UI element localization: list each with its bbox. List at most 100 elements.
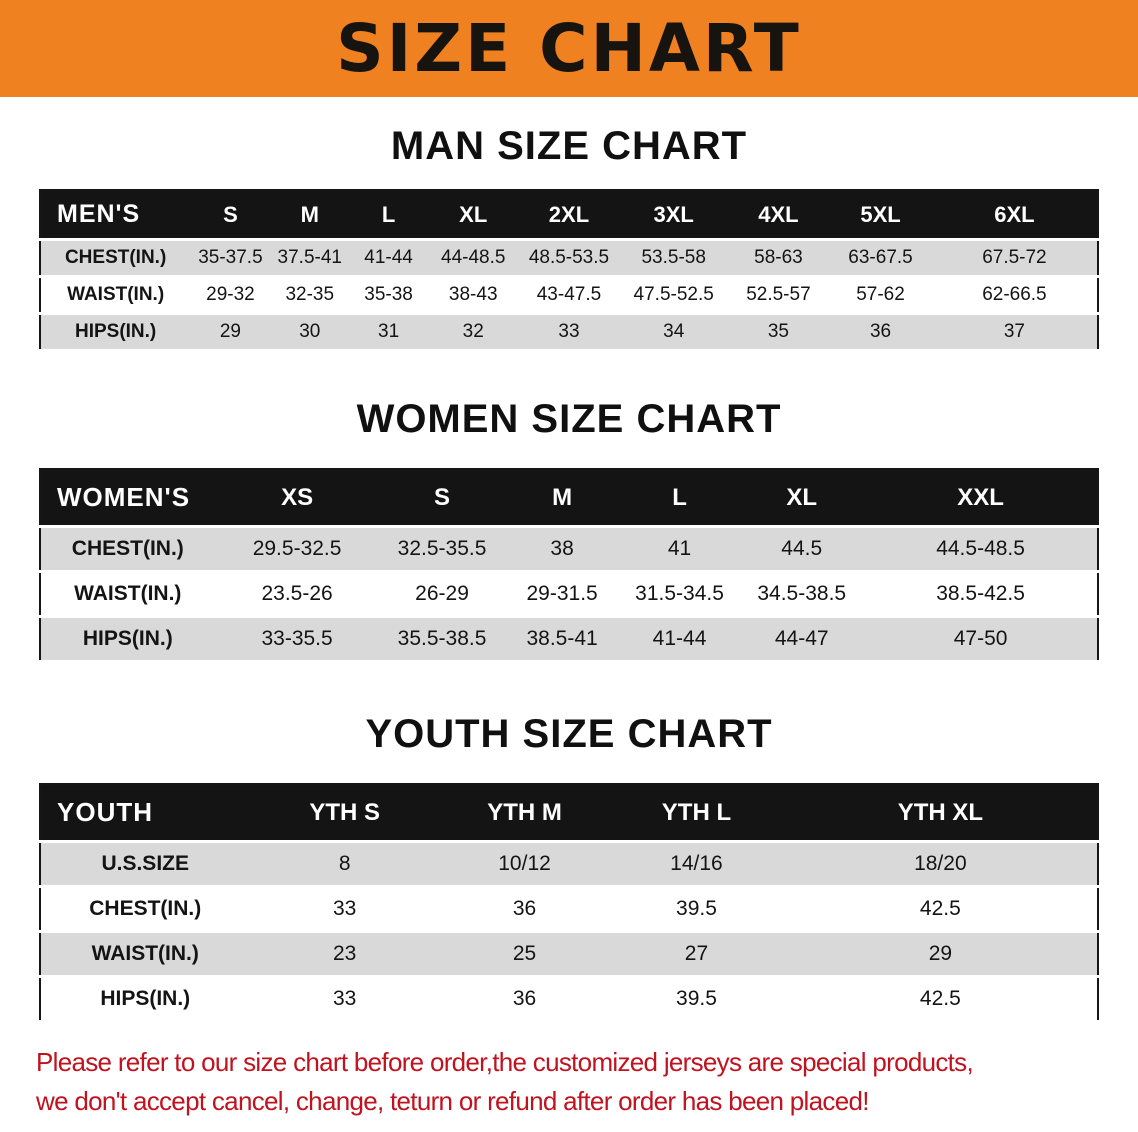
size-value-cell: 38-43 xyxy=(428,276,519,315)
men-size-section: MAN SIZE CHART MEN'S S M L XL 2XL 3XL 4XL 5XL 6XL… xyxy=(0,123,1138,352)
size-value-cell: 30 xyxy=(270,313,349,352)
size-value-cell: 38 xyxy=(504,526,620,573)
disclaimer-line-1: Please refer to our size chart before or… xyxy=(36,1047,974,1077)
size-value-cell: 48.5-53.5 xyxy=(518,239,620,278)
size-value-cell: 39.5 xyxy=(609,976,784,1023)
size-value-cell: 31.5-34.5 xyxy=(619,571,740,618)
table-header-label: YOUTH xyxy=(40,784,250,843)
size-column-header: L xyxy=(619,469,740,528)
size-value-cell: 63-67.5 xyxy=(829,239,932,278)
size-value-cell: 47.5-52.5 xyxy=(619,276,728,315)
size-value-cell: 33 xyxy=(249,886,440,933)
row-label: WAIST(IN.) xyxy=(40,276,191,315)
size-column-header: YTH XL xyxy=(783,784,1098,843)
table-header-row: MEN'S S M L XL 2XL 3XL 4XL 5XL 6XL xyxy=(40,190,1098,241)
row-label: HIPS(IN.) xyxy=(40,976,250,1023)
size-column-header: XL xyxy=(428,190,519,241)
banner-title: SIZE CHART xyxy=(336,9,802,87)
youth-section-heading: YOUTH SIZE CHART xyxy=(365,712,773,756)
size-value-cell: 32 xyxy=(428,313,519,352)
size-value-cell: 36 xyxy=(829,313,932,352)
size-value-cell: 34.5-38.5 xyxy=(739,571,865,618)
size-value-cell: 36 xyxy=(439,886,610,933)
size-column-header: 3XL xyxy=(619,190,728,241)
size-value-cell: 35 xyxy=(727,313,830,352)
size-value-cell: 32-35 xyxy=(270,276,349,315)
size-value-cell: 35.5-38.5 xyxy=(379,616,505,663)
size-value-cell: 41 xyxy=(619,526,740,573)
size-value-cell: 62-66.5 xyxy=(931,276,1098,315)
size-value-cell: 14/16 xyxy=(609,841,784,888)
size-value-cell: 53.5-58 xyxy=(619,239,728,278)
size-column-header: 5XL xyxy=(829,190,932,241)
size-value-cell: 43-47.5 xyxy=(518,276,620,315)
size-value-cell: 36 xyxy=(439,976,610,1023)
size-value-cell: 44.5-48.5 xyxy=(864,526,1098,573)
size-value-cell: 29 xyxy=(190,313,271,352)
size-value-cell: 52.5-57 xyxy=(727,276,830,315)
size-value-cell: 35-38 xyxy=(348,276,429,315)
size-value-cell: 44-47 xyxy=(739,616,865,663)
size-column-header: YTH M xyxy=(439,784,610,843)
size-column-header: XXL xyxy=(864,469,1098,528)
size-value-cell: 67.5-72 xyxy=(931,239,1098,278)
size-column-header: XS xyxy=(214,469,380,528)
size-value-cell: 8 xyxy=(249,841,440,888)
table-header-label: WOMEN'S xyxy=(40,469,215,528)
size-value-cell: 41-44 xyxy=(619,616,740,663)
size-column-header: S xyxy=(190,190,271,241)
table-row: U.S.SIZE 8 10/12 14/16 18/20 xyxy=(40,841,1098,888)
size-value-cell: 42.5 xyxy=(783,976,1098,1023)
size-value-cell: 38.5-42.5 xyxy=(864,571,1098,618)
size-value-cell: 42.5 xyxy=(783,886,1098,933)
size-column-header: 4XL xyxy=(727,190,830,241)
size-value-cell: 58-63 xyxy=(727,239,830,278)
size-value-cell: 29 xyxy=(783,931,1098,978)
size-column-header: YTH L xyxy=(609,784,784,843)
row-label: WAIST(IN.) xyxy=(40,571,215,618)
size-value-cell: 29.5-32.5 xyxy=(214,526,380,573)
disclaimer-line-2: we don't accept cancel, change, teturn o… xyxy=(36,1086,869,1116)
women-size-section: WOMEN SIZE CHART WOMEN'S XS S M L XL XXL CHEST(… xyxy=(0,396,1138,663)
size-column-header: M xyxy=(270,190,349,241)
youth-size-table: YOUTH YTH S YTH M YTH L YTH XL U.S.SIZE 8 10/12… xyxy=(39,783,1099,1023)
size-value-cell: 29-31.5 xyxy=(504,571,620,618)
table-row: WAIST(IN.) 23.5-26 26-29 29-31.5 31.5-34.5 34… xyxy=(40,571,1098,618)
size-value-cell: 25 xyxy=(439,931,610,978)
size-value-cell: 26-29 xyxy=(379,571,505,618)
size-value-cell: 37.5-41 xyxy=(270,239,349,278)
size-value-cell: 33 xyxy=(518,313,620,352)
size-value-cell: 35-37.5 xyxy=(190,239,271,278)
size-value-cell: 33-35.5 xyxy=(214,616,380,663)
youth-size-section: YOUTH SIZE CHART YOUTH YTH S YTH M YTH L YTH… xyxy=(0,711,1138,1023)
table-row: CHEST(IN.) 33 36 39.5 42.5 xyxy=(40,886,1098,933)
row-label: HIPS(IN.) xyxy=(40,616,215,663)
size-value-cell: 32.5-35.5 xyxy=(379,526,505,573)
size-value-cell: 23 xyxy=(249,931,440,978)
size-value-cell: 47-50 xyxy=(864,616,1098,663)
table-header-row: YOUTH YTH S YTH M YTH L YTH XL xyxy=(40,784,1098,843)
table-row: HIPS(IN.) 33 36 39.5 42.5 xyxy=(40,976,1098,1023)
size-value-cell: 31 xyxy=(348,313,429,352)
size-value-cell: 33 xyxy=(249,976,440,1023)
size-value-cell: 38.5-41 xyxy=(504,616,620,663)
size-column-header: 2XL xyxy=(518,190,620,241)
table-row: CHEST(IN.) 29.5-32.5 32.5-35.5 38 41 44.5 44.5… xyxy=(40,526,1098,573)
size-value-cell: 44.5 xyxy=(739,526,865,573)
size-value-cell: 27 xyxy=(609,931,784,978)
row-label: CHEST(IN.) xyxy=(40,239,191,278)
row-label: CHEST(IN.) xyxy=(40,886,250,933)
size-chart-banner: SIZE CHART xyxy=(0,0,1138,97)
table-row: HIPS(IN.) 29 30 31 32 33 34 35 36 37 xyxy=(40,313,1098,352)
size-value-cell: 10/12 xyxy=(439,841,610,888)
size-value-cell: 37 xyxy=(931,313,1098,352)
size-value-cell: 34 xyxy=(619,313,728,352)
size-column-header: YTH S xyxy=(249,784,440,843)
size-column-header: L xyxy=(348,190,429,241)
order-disclaimer: Please refer to our size chart before or… xyxy=(36,1043,1118,1121)
row-label: WAIST(IN.) xyxy=(40,931,250,978)
size-value-cell: 39.5 xyxy=(609,886,784,933)
men-size-table: MEN'S S M L XL 2XL 3XL 4XL 5XL 6XL CHEST(IN.) 35-37… xyxy=(39,189,1099,352)
table-header-label: MEN'S xyxy=(40,190,191,241)
table-row: HIPS(IN.) 33-35.5 35.5-38.5 38.5-41 41-44 44-… xyxy=(40,616,1098,663)
